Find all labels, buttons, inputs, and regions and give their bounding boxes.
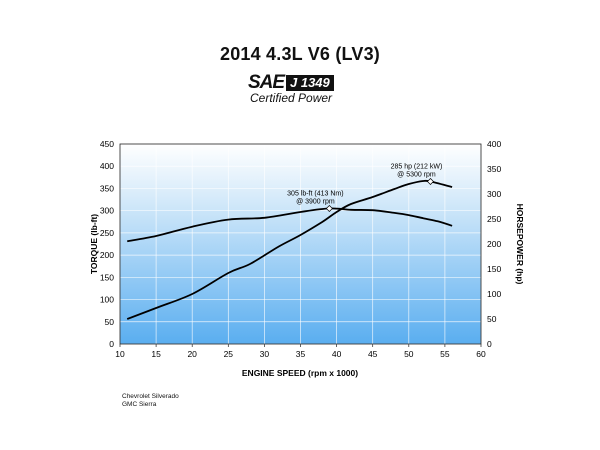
y-tick-label-right: 50 bbox=[487, 314, 497, 324]
y-tick-label-right: 250 bbox=[487, 214, 501, 224]
annotation-label: @ 5300 rpm bbox=[397, 172, 436, 179]
plot-frame bbox=[119, 143, 482, 345]
vehicle-list: Chevrolet Silverado GMC Sierra bbox=[122, 393, 179, 409]
x-tick-label: 40 bbox=[332, 349, 342, 359]
vehicle-line: Chevrolet Silverado bbox=[122, 393, 179, 400]
y-tick-label-right: 400 bbox=[487, 139, 501, 149]
x-tick-label: 15 bbox=[151, 349, 161, 359]
x-tick-label: 45 bbox=[368, 349, 378, 359]
y-tick-label-right: 350 bbox=[487, 164, 501, 174]
y-tick-label-left: 400 bbox=[100, 161, 114, 171]
y-tick-label-left: 150 bbox=[100, 272, 114, 282]
annotations: 305 lb-ft (413 Nm)@ 3900 rpm 285 hp (212 … bbox=[287, 164, 442, 212]
series-lines bbox=[126, 179, 453, 320]
y-tick-label-left: 50 bbox=[105, 317, 115, 327]
tick-labels: 10 15 20 25 30 35 40 45 50 55 60050100150200250300… bbox=[100, 139, 502, 359]
annotation-label: @ 3900 rpm bbox=[296, 198, 335, 205]
annotation-label: 305 lb-ft (413 Nm) bbox=[287, 190, 343, 197]
vehicle-line: GMC Sierra bbox=[122, 401, 157, 408]
y-tick-label-left: 350 bbox=[100, 183, 114, 193]
y-axis-label-right: HORSEPOWER (hp) bbox=[515, 204, 525, 285]
chart-title: 2014 4.3L V6 (LV3) bbox=[219, 44, 381, 64]
y-tick-label-right: 0 bbox=[487, 339, 492, 349]
x-axis-label: ENGINE SPEED (rpm x 1000) bbox=[242, 368, 358, 378]
peak-marker bbox=[325, 204, 333, 212]
x-tick-label: 30 bbox=[260, 349, 270, 359]
y-tick-label-left: 250 bbox=[100, 228, 114, 238]
sae-logo: SAE J 1349 Certified Power bbox=[248, 72, 358, 106]
y-tick-label-left: 200 bbox=[100, 250, 114, 260]
x-tick-label: 20 bbox=[187, 349, 197, 359]
x-tick-label: 10 bbox=[115, 349, 125, 359]
y-tick-label-left: 450 bbox=[100, 139, 114, 149]
series-line-horsepower bbox=[126, 179, 453, 320]
annotation-label: 285 hp (212 kW) bbox=[391, 164, 443, 171]
sae-certified-caption: Certified Power bbox=[250, 91, 333, 105]
y-axis-label-left: TORQUE (lb-ft) bbox=[89, 214, 99, 274]
y-tick-label-right: 300 bbox=[487, 189, 501, 199]
y-tick-label-left: 0 bbox=[109, 339, 114, 349]
grid bbox=[119, 143, 482, 347]
x-tick-label: 35 bbox=[296, 349, 306, 359]
sae-standard-badge: J 1349 bbox=[286, 75, 334, 91]
x-tick-label: 55 bbox=[440, 349, 450, 359]
x-tick-label: 50 bbox=[404, 349, 414, 359]
y-tick-label-right: 150 bbox=[487, 264, 501, 274]
y-tick-label-right: 200 bbox=[487, 239, 501, 249]
y-tick-label-left: 100 bbox=[100, 295, 114, 305]
x-tick-label: 25 bbox=[224, 349, 234, 359]
y-tick-label-left: 300 bbox=[100, 206, 114, 216]
peak-marker bbox=[426, 178, 434, 185]
sae-wordmark: SAE bbox=[248, 72, 285, 93]
x-tick-label: 60 bbox=[476, 349, 486, 359]
y-tick-label-right: 100 bbox=[487, 289, 501, 299]
